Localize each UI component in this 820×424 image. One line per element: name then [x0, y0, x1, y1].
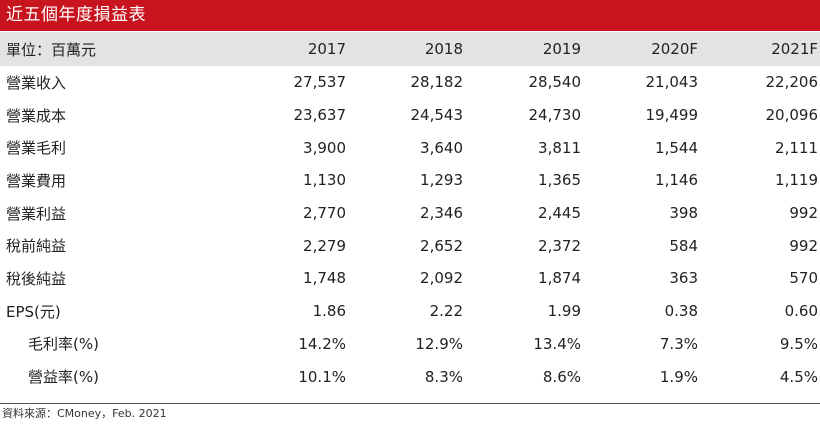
column-header-2017: 2017: [307, 40, 346, 58]
table-row: EPS(元) 1.86 2.22 1.99 0.38 0.60: [0, 295, 820, 328]
table-cell: 8.3%: [424, 367, 463, 386]
table-cell: 2,111: [775, 138, 818, 157]
table-cell: 24,730: [528, 106, 582, 125]
table-row: 毛利率(%) 14.2% 12.9% 13.4% 7.3% 9.5%: [0, 328, 820, 361]
table-body: 營業收入 27,537 28,182 28,540 21,043 22,206 …: [0, 66, 820, 393]
row-label: 營業收入: [6, 73, 67, 92]
table-row: 稅前純益 2,279 2,652 2,372 584 992: [0, 229, 820, 262]
table-cell: 2,279: [303, 236, 346, 255]
table-cell: 7.3%: [659, 334, 698, 353]
table-cell: 992: [789, 204, 818, 223]
column-header-2020f: 2020F: [651, 40, 698, 58]
table-cell: 28,540: [528, 73, 582, 92]
unit-label: 單位：百萬元: [6, 40, 97, 59]
row-label: 營業毛利: [6, 139, 67, 158]
table-cell: 21,043: [645, 73, 699, 92]
row-label: 稅後純益: [6, 269, 67, 288]
table-cell: 1.9%: [659, 367, 698, 386]
row-label: 毛利率(%): [28, 335, 99, 354]
table-title: 近五個年度損益表: [0, 0, 820, 31]
table-cell: 398: [669, 204, 698, 223]
table-cell: 2,346: [420, 204, 463, 223]
table-cell: 1,544: [655, 138, 698, 157]
table-cell: 27,537: [293, 73, 347, 92]
row-label: 稅前純益: [6, 237, 67, 256]
column-header-2018: 2018: [424, 40, 463, 58]
table-cell: 10.1%: [298, 367, 346, 386]
table-cell: 28,182: [410, 73, 464, 92]
table-row: 營業毛利 3,900 3,640 3,811 1,544 2,111: [0, 131, 820, 164]
table-cell: 1.86: [312, 302, 346, 321]
row-label: 營業費用: [6, 171, 67, 190]
table-cell: 1,146: [655, 171, 698, 190]
source-note: 資料來源：CMoney，Feb. 2021: [2, 407, 167, 420]
table-cell: 3,900: [303, 138, 346, 157]
table-cell: 2,652: [420, 236, 463, 255]
table-row: 營業費用 1,130 1,293 1,365 1,146 1,119: [0, 164, 820, 197]
table-row: 營益率(%) 10.1% 8.3% 8.6% 1.9% 4.5%: [0, 360, 820, 393]
table-row: 稅後純益 1,748 2,092 1,874 363 570: [0, 262, 820, 295]
table-cell: 2,092: [420, 269, 463, 288]
table-cell: 992: [789, 236, 818, 255]
table-cell: 363: [669, 269, 698, 288]
table-cell: 23,637: [293, 106, 347, 125]
row-label: EPS(元): [6, 302, 61, 321]
row-label: 營業利益: [6, 204, 67, 223]
table-cell: 1,119: [775, 171, 818, 190]
table-bottom-border: [0, 403, 820, 404]
table-row: 營業利益 2,770 2,346 2,445 398 992: [0, 197, 820, 230]
table-cell: 1,874: [538, 269, 581, 288]
table-cell: 8.6%: [542, 367, 581, 386]
table-cell: 3,640: [420, 138, 463, 157]
row-label: 營益率(%): [28, 368, 99, 387]
table-header-row: 單位：百萬元 2017 2018 2019 2020F 2021F: [0, 32, 820, 66]
table-cell: 22,206: [765, 73, 819, 92]
table-cell: 0.38: [664, 302, 698, 321]
table-cell: 2,445: [538, 204, 581, 223]
table-cell: 0.60: [784, 302, 818, 321]
table-cell: 24,543: [410, 106, 464, 125]
table-cell: 9.5%: [779, 334, 818, 353]
column-header-2021f: 2021F: [771, 40, 818, 58]
table-cell: 19,499: [645, 106, 699, 125]
table-cell: 12.9%: [415, 334, 463, 353]
table-cell: 570: [789, 269, 818, 288]
table-row: 營業收入 27,537 28,182 28,540 21,043 22,206: [0, 66, 820, 99]
table-cell: 3,811: [538, 138, 581, 157]
table-cell: 4.5%: [779, 367, 818, 386]
table-cell: 13.4%: [533, 334, 581, 353]
table-cell: 2.22: [429, 302, 463, 321]
table-cell: 1,365: [538, 171, 581, 190]
table-cell: 14.2%: [298, 334, 346, 353]
table-cell: 1.99: [547, 302, 581, 321]
row-label: 營業成本: [6, 106, 67, 125]
table-row: 營業成本 23,637 24,543 24,730 19,499 20,096: [0, 99, 820, 132]
table-cell: 1,130: [303, 171, 346, 190]
table-cell: 1,748: [303, 269, 346, 288]
table-cell: 584: [669, 236, 698, 255]
table-cell: 1,293: [420, 171, 463, 190]
column-header-2019: 2019: [542, 40, 581, 58]
table-cell: 2,770: [303, 204, 346, 223]
table-cell: 2,372: [538, 236, 581, 255]
table-cell: 20,096: [765, 106, 819, 125]
